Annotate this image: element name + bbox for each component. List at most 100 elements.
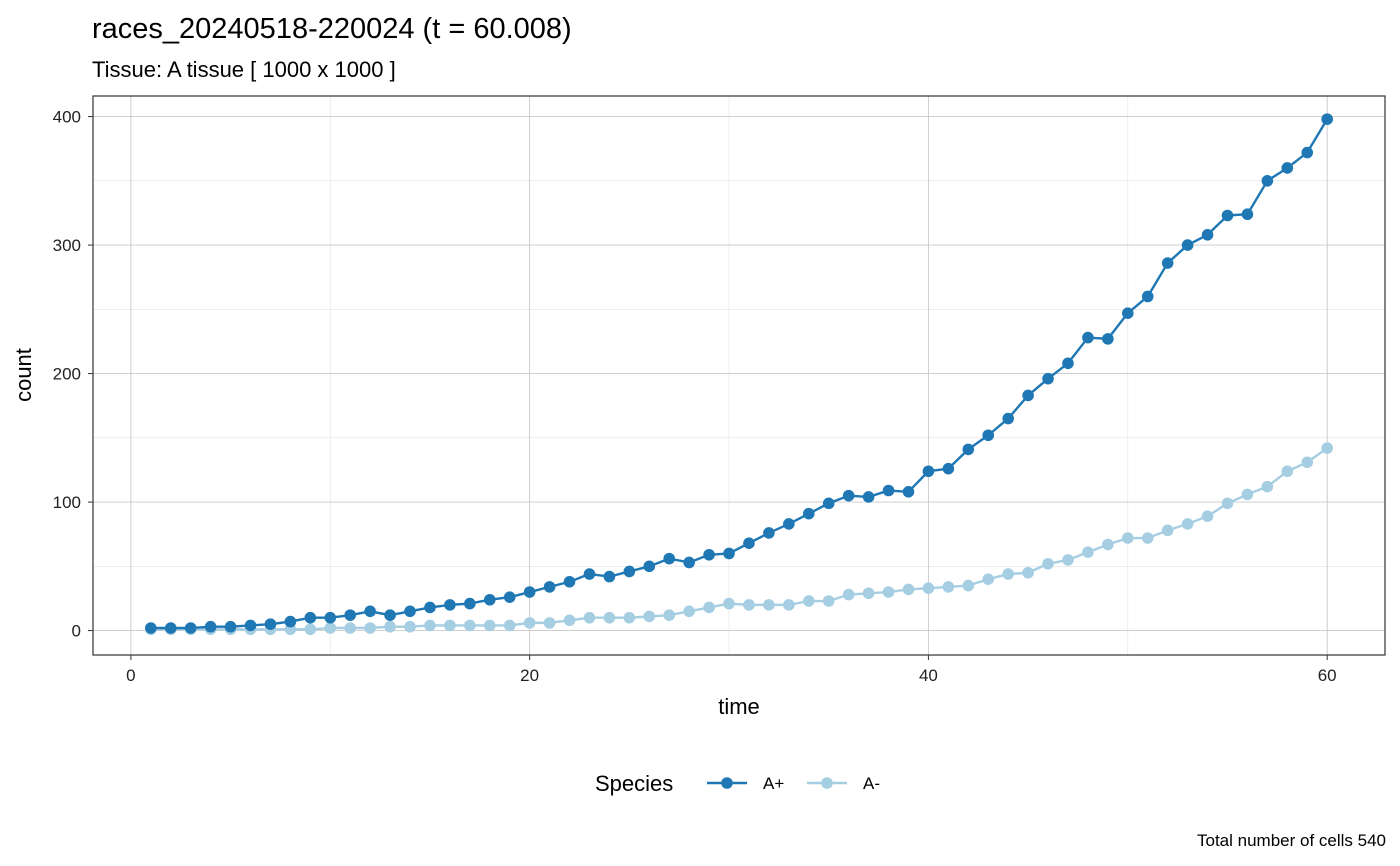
data-point — [783, 599, 795, 611]
data-point — [1301, 456, 1314, 469]
data-point — [663, 609, 676, 621]
data-point — [464, 597, 476, 610]
data-point — [1181, 518, 1194, 530]
data-point — [1281, 162, 1294, 174]
data-point — [743, 537, 755, 549]
data-point — [523, 586, 536, 598]
data-point — [264, 618, 277, 630]
data-point — [344, 622, 357, 634]
data-point — [763, 527, 775, 539]
x-tick-label: 20 — [520, 666, 539, 685]
chart-title: races_20240518-220024 (t = 60.008) — [92, 13, 572, 45]
data-point — [224, 620, 237, 633]
data-point — [842, 489, 855, 502]
data-point — [1301, 146, 1314, 159]
series-layer — [145, 113, 1333, 636]
data-point — [1102, 538, 1114, 551]
data-point — [922, 582, 935, 594]
data-point — [184, 622, 197, 634]
legend-item: A+ — [707, 774, 784, 793]
data-point — [683, 605, 695, 618]
data-point — [583, 611, 596, 624]
data-point — [882, 484, 895, 497]
x-tick-label: 60 — [1318, 666, 1337, 685]
data-point — [623, 565, 636, 578]
y-tick-label: 400 — [53, 108, 81, 127]
legend-label: A+ — [763, 774, 784, 793]
panel-border — [92, 95, 1386, 656]
data-point — [643, 610, 656, 623]
y-tick-label: 300 — [53, 236, 81, 255]
data-point — [204, 620, 217, 633]
data-point — [1221, 209, 1234, 222]
legend-title: Species — [595, 771, 673, 796]
data-point — [543, 581, 556, 593]
data-point — [304, 611, 317, 624]
x-tick-label: 0 — [126, 666, 135, 685]
data-point — [603, 611, 616, 624]
data-point — [1141, 532, 1154, 544]
legend-key-point — [821, 777, 833, 789]
data-point — [503, 591, 516, 603]
data-point — [164, 622, 177, 634]
data-point — [1321, 442, 1333, 454]
data-point — [1241, 208, 1254, 221]
data-point — [583, 568, 596, 580]
data-point — [483, 619, 496, 632]
data-point — [404, 605, 416, 618]
data-point — [1321, 113, 1333, 125]
data-point — [244, 619, 257, 632]
data-point — [384, 609, 396, 621]
data-point — [1082, 546, 1094, 558]
data-point — [942, 462, 955, 475]
series-a-minus — [145, 442, 1333, 636]
data-point — [802, 595, 815, 607]
data-point — [902, 583, 915, 596]
chart-subtitle: Tissue: A tissue [ 1000 x 1000 ] — [92, 57, 396, 82]
data-point — [962, 579, 975, 592]
data-point — [523, 617, 536, 629]
x-tick-label: 40 — [919, 666, 938, 685]
data-point — [1042, 557, 1054, 570]
data-point — [1161, 524, 1174, 537]
data-point — [783, 518, 795, 530]
data-point — [1022, 566, 1034, 579]
data-point — [1201, 228, 1214, 241]
data-point — [1062, 357, 1074, 370]
data-point — [743, 599, 755, 611]
data-point — [543, 617, 556, 629]
series-a-plus — [145, 113, 1333, 634]
data-point — [404, 620, 416, 633]
x-axis-title: time — [718, 694, 760, 719]
data-point — [663, 552, 676, 565]
data-point — [723, 547, 735, 560]
data-point — [942, 581, 955, 593]
data-point — [483, 593, 496, 606]
data-point — [1022, 389, 1034, 402]
data-point — [623, 611, 636, 624]
data-point — [1002, 412, 1014, 425]
data-point — [424, 619, 436, 632]
data-point — [304, 623, 317, 636]
data-point — [1161, 257, 1174, 269]
data-point — [384, 620, 396, 633]
y-axis-title: count — [11, 348, 36, 402]
data-point — [1102, 333, 1114, 345]
data-point — [1261, 480, 1274, 493]
data-point — [1221, 497, 1234, 510]
data-point — [862, 491, 875, 503]
data-point — [603, 570, 616, 583]
data-point — [802, 507, 815, 520]
data-point — [842, 588, 855, 601]
data-point — [643, 560, 656, 573]
data-point — [1201, 510, 1214, 523]
legend: Species A+ A- — [595, 771, 880, 796]
data-point — [1241, 488, 1254, 501]
data-point — [1122, 307, 1134, 319]
data-point — [1122, 532, 1134, 544]
data-point — [464, 619, 476, 632]
data-point — [703, 601, 715, 614]
chart-caption: Total number of cells 540 — [1197, 831, 1386, 850]
data-point — [503, 619, 516, 632]
